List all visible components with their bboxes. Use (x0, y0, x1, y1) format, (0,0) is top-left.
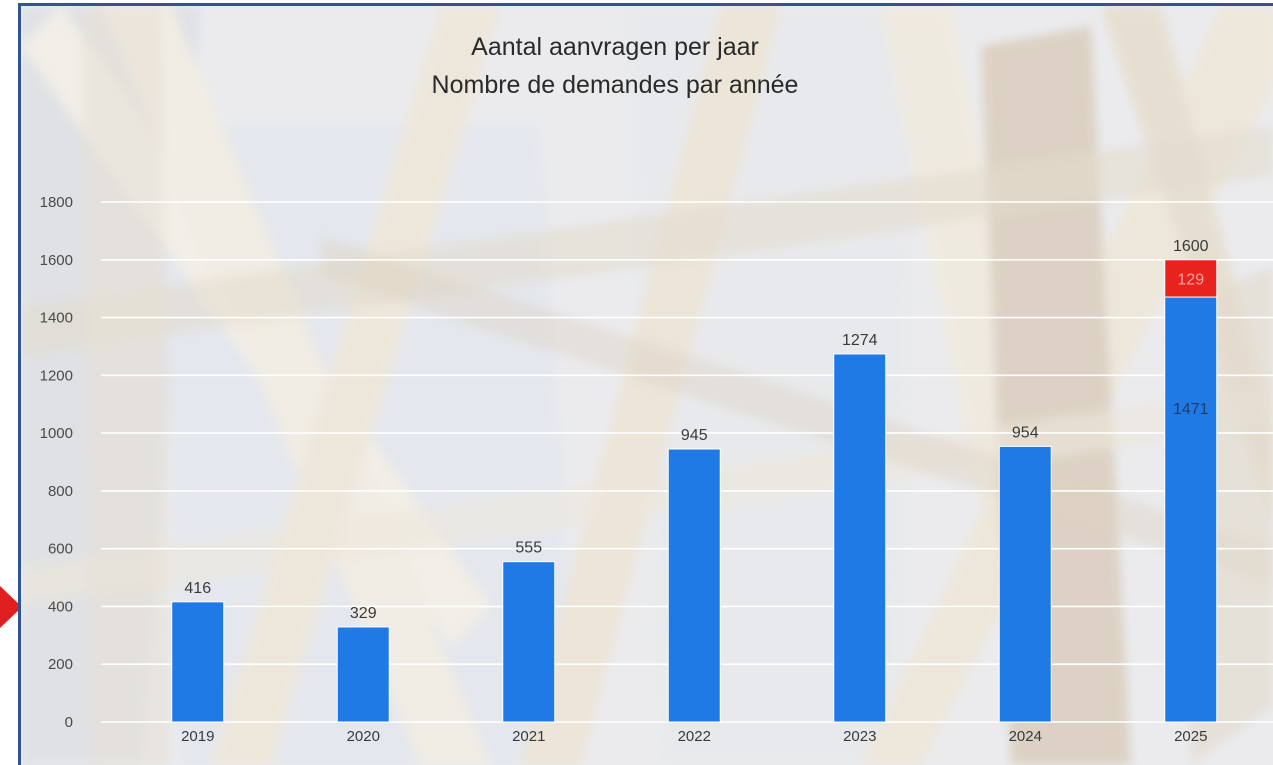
x-tick-label: 2019 (181, 728, 214, 745)
data-label-2020: 329 (350, 605, 377, 622)
segment-label-blue: 1471 (1173, 401, 1209, 418)
y-tick-label: 1200 (40, 367, 73, 384)
bars (171, 259, 1218, 723)
bar-2021 (502, 561, 556, 723)
page-margin (0, 0, 18, 765)
data-label-2019: 416 (184, 580, 211, 597)
bar-2024 (998, 445, 1052, 723)
segment-label-red: 129 (1177, 271, 1204, 288)
x-tick-label: 2023 (843, 728, 876, 745)
y-tick-label: 1600 (40, 252, 73, 269)
x-tick-label: 2021 (512, 728, 545, 745)
y-tick-label: 0 (65, 714, 73, 731)
y-tick-label: 1800 (40, 194, 73, 211)
data-label-2022: 945 (681, 427, 708, 444)
y-tick-label: 800 (48, 483, 73, 500)
x-tick-label: 2020 (347, 728, 380, 745)
data-label-2021: 555 (515, 540, 542, 557)
data-label-2025: 1600 (1173, 238, 1209, 255)
pointer-arrow-icon (0, 586, 22, 628)
y-tick-label: 200 (48, 656, 73, 673)
bar-chart: Aantal aanvragen per jaar Nombre de dema… (21, 6, 1273, 765)
x-tick-label: 2025 (1174, 728, 1207, 745)
bar-2023 (833, 353, 887, 723)
data-label-2024: 954 (1012, 424, 1039, 441)
bar-2025-segment-2 (1164, 259, 1218, 298)
y-axis: 0 200 400 600 800 1000 1200 1400 1600 1800 (40, 194, 73, 731)
chart-panel: Aantal aanvragen per jaar Nombre de dema… (18, 3, 1273, 765)
data-labels: 416 329 555 945 1274 954 1600 1471 129 (184, 238, 1208, 622)
y-tick-label: 400 (48, 598, 73, 615)
background-photo (21, 6, 1273, 765)
y-tick-label: 1000 (40, 425, 73, 442)
y-tick-label: 1400 (40, 310, 73, 327)
bar-2019 (171, 601, 225, 723)
chart-title-line-2: Nombre de demandes par année (432, 71, 799, 99)
data-label-2023: 1274 (842, 332, 878, 349)
x-axis: 2019 2020 2021 2022 2023 2024 2025 (181, 728, 1207, 745)
x-tick-label: 2022 (678, 728, 711, 745)
y-tick-label: 600 (48, 541, 73, 558)
chart-title-line-1: Aantal aanvragen per jaar (471, 33, 759, 61)
bar-2022 (667, 448, 721, 723)
bar-2025 (1164, 296, 1218, 723)
x-tick-label: 2024 (1009, 728, 1042, 745)
bar-2020 (336, 626, 390, 723)
